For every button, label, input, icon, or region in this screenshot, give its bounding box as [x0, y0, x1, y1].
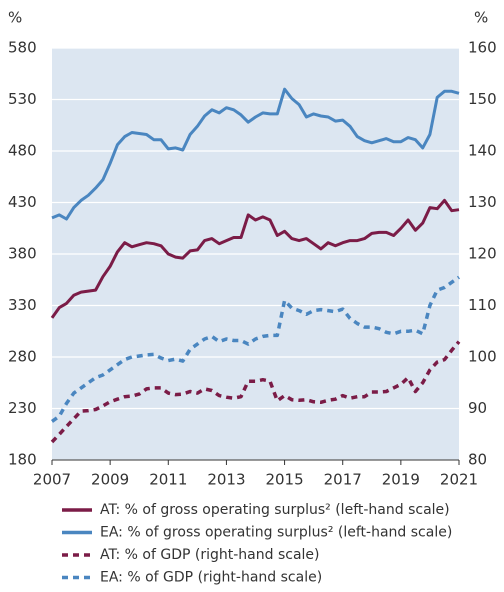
y-axis-label: %: [8, 9, 22, 27]
y2-axis-label: %: [474, 9, 488, 27]
y2-tick-label: 90: [468, 399, 487, 417]
y-tick-label: 330: [8, 296, 37, 314]
series-line: [50, 275, 461, 423]
y2-tick-label: 150: [468, 90, 497, 108]
y2-tick-label: 80: [468, 451, 487, 469]
x-tick-label: 2007: [33, 471, 71, 489]
y-tick-label: 480: [8, 142, 37, 160]
y-tick-label: 430: [8, 193, 37, 211]
y-tick-label: 280: [8, 348, 37, 366]
y-tick-label: 530: [8, 90, 37, 108]
x-tick-label: 2013: [207, 471, 245, 489]
series-line: [51, 87, 460, 221]
y-tick-label: 180: [8, 451, 37, 469]
y2-tick-label: 130: [468, 193, 497, 211]
x-tick-label: 2011: [149, 471, 187, 489]
y2-tick-label: 140: [468, 142, 497, 160]
legend-label: EA: % of gross operating surplus² (left-…: [100, 525, 452, 541]
legend-label: AT: % of gross operating surplus² (left-…: [100, 502, 450, 518]
y2-tick-label: 160: [468, 39, 497, 57]
x-tick-label: 2015: [265, 471, 303, 489]
x-tick-label: 2021: [440, 471, 478, 489]
y2-tick-label: 110: [468, 296, 497, 314]
x-tick-label: 2009: [91, 471, 129, 489]
x-tick-label: 2019: [382, 471, 420, 489]
y2-tick-label: 120: [468, 245, 497, 263]
y-tick-label: 580: [8, 39, 37, 57]
legend-label: AT: % of GDP (right-hand scale): [100, 547, 320, 563]
x-tick-label: 2017: [324, 471, 362, 489]
y-tick-label: 230: [8, 399, 37, 417]
legend-label: EA: % of GDP (right-hand scale): [100, 570, 322, 586]
y2-tick-label: 100: [468, 348, 497, 366]
series-line: [50, 198, 460, 319]
y-tick-label: 380: [8, 245, 37, 263]
